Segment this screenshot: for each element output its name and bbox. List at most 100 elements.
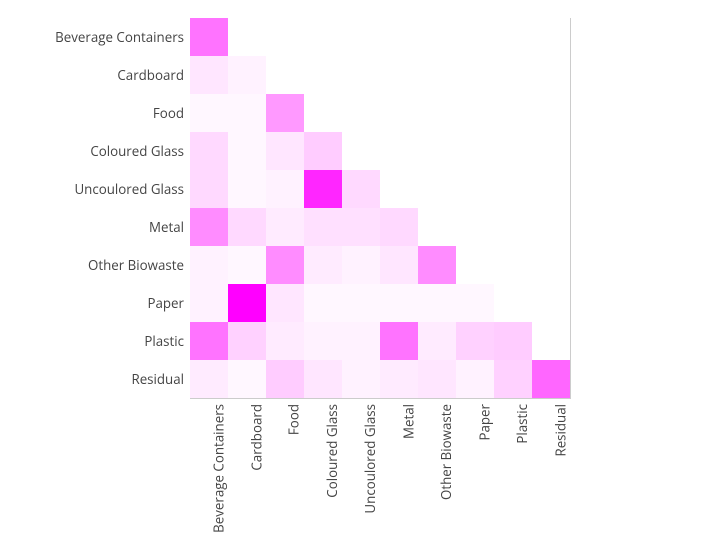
heatmap-cell: [266, 18, 304, 56]
heatmap-cell: [342, 94, 380, 132]
heatmap-cell: [532, 132, 570, 170]
heatmap-cell: [456, 246, 494, 284]
heatmap-cell: [228, 170, 266, 208]
heatmap-cell: [228, 18, 266, 56]
heatmap-cell: [418, 170, 456, 208]
y-axis-label: Beverage Containers: [0, 18, 190, 56]
heatmap-cell: [190, 56, 228, 94]
heatmap-cell: [418, 284, 456, 322]
heatmap-cell: [190, 322, 228, 360]
heatmap-cell: [228, 322, 266, 360]
y-axis-labels: Beverage ContainersCardboardFoodColoured…: [0, 18, 190, 398]
y-axis-label: Plastic: [0, 322, 190, 360]
heatmap-cell: [456, 170, 494, 208]
x-axis-label: Uncoulored Glass: [361, 404, 379, 514]
heatmap-cell: [342, 132, 380, 170]
heatmap-cell: [494, 208, 532, 246]
heatmap-cell: [380, 246, 418, 284]
heatmap-cell: [304, 322, 342, 360]
heatmap-cell: [494, 170, 532, 208]
heatmap-cell: [266, 132, 304, 170]
heatmap-cell: [494, 322, 532, 360]
heatmap-cell: [342, 360, 380, 398]
heatmap-cell: [266, 94, 304, 132]
y-axis-label: Other Biowaste: [0, 246, 190, 284]
heatmap-cell: [228, 132, 266, 170]
heatmap-cell: [304, 18, 342, 56]
heatmap-cell: [532, 56, 570, 94]
heatmap-cell: [190, 170, 228, 208]
x-axis-label: Food: [285, 404, 303, 435]
heatmap-cell: [190, 132, 228, 170]
heatmap-cell: [228, 284, 266, 322]
heatmap-cell: [304, 284, 342, 322]
y-axis-label: Residual: [0, 360, 190, 398]
heatmap-cell: [266, 246, 304, 284]
heatmap-cell: [304, 208, 342, 246]
heatmap-cell: [494, 132, 532, 170]
heatmap-cell: [228, 360, 266, 398]
x-axis-label: Metal: [399, 404, 417, 439]
heatmap-cell: [456, 360, 494, 398]
heatmap-cell: [418, 132, 456, 170]
heatmap-cell: [418, 246, 456, 284]
heatmap-cell: [304, 246, 342, 284]
heatmap-cell: [380, 208, 418, 246]
heatmap-cell: [456, 56, 494, 94]
heatmap-cell: [494, 18, 532, 56]
heatmap-cell: [494, 246, 532, 284]
x-axis-label: Beverage Containers: [209, 404, 227, 533]
heatmap-cell: [532, 170, 570, 208]
heatmap-cell: [418, 322, 456, 360]
heatmap-cell: [418, 360, 456, 398]
heatmap-cell: [190, 360, 228, 398]
y-axis-label: Metal: [0, 208, 190, 246]
heatmap-cell: [494, 94, 532, 132]
heatmap-cell: [190, 18, 228, 56]
heatmap-cell: [266, 208, 304, 246]
y-axis-label: Food: [0, 94, 190, 132]
y-axis-label: Coloured Glass: [0, 132, 190, 170]
heatmap-cell: [418, 94, 456, 132]
heatmap-chart: Beverage ContainersCardboardFoodColoured…: [0, 0, 712, 554]
y-axis-label: Cardboard: [0, 56, 190, 94]
x-axis-label: Cardboard: [247, 404, 265, 471]
heatmap-cell: [342, 246, 380, 284]
heatmap-cell: [380, 360, 418, 398]
heatmap-cell: [456, 18, 494, 56]
heatmap-cell: [266, 170, 304, 208]
heatmap-cell: [190, 208, 228, 246]
heatmap-cell: [494, 284, 532, 322]
heatmap-cell: [304, 360, 342, 398]
x-axis-labels: Beverage ContainersCardboardFoodColoured…: [190, 398, 570, 399]
x-axis-label: Coloured Glass: [323, 404, 341, 498]
x-axis-label: Paper: [475, 404, 493, 441]
heatmap-cell: [532, 94, 570, 132]
heatmap-grid: [190, 18, 571, 399]
heatmap-cell: [532, 284, 570, 322]
heatmap-cell: [228, 208, 266, 246]
heatmap-cell: [342, 322, 380, 360]
heatmap-cell: [380, 284, 418, 322]
heatmap-cell: [190, 246, 228, 284]
heatmap-cell: [380, 170, 418, 208]
heatmap-cell: [266, 322, 304, 360]
heatmap-cell: [342, 284, 380, 322]
heatmap-cell: [342, 18, 380, 56]
heatmap-cell: [532, 360, 570, 398]
heatmap-cell: [494, 56, 532, 94]
heatmap-cell: [494, 360, 532, 398]
heatmap-cell: [342, 208, 380, 246]
x-axis-label: Plastic: [513, 404, 531, 444]
heatmap-cell: [304, 132, 342, 170]
heatmap-cell: [304, 56, 342, 94]
heatmap-cell: [304, 170, 342, 208]
heatmap-cell: [418, 56, 456, 94]
heatmap-cell: [228, 94, 266, 132]
heatmap-cell: [266, 56, 304, 94]
heatmap-cell: [456, 94, 494, 132]
heatmap-cell: [190, 94, 228, 132]
heatmap-cell: [456, 322, 494, 360]
heatmap-cell: [456, 208, 494, 246]
heatmap-cell: [380, 56, 418, 94]
